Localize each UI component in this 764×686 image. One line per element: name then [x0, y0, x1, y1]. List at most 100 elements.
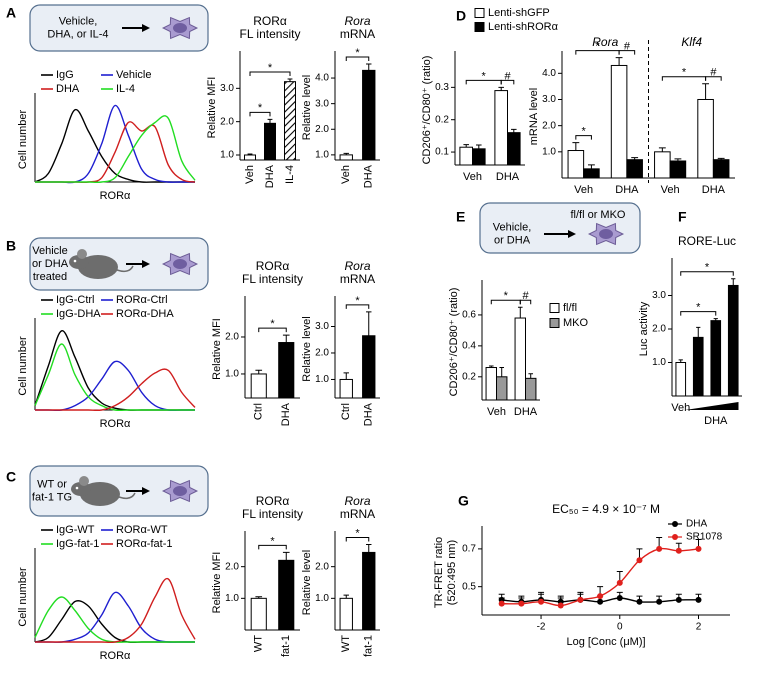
error-bar: [255, 369, 263, 374]
error-bar: [267, 118, 273, 124]
chart-title: FL intensity: [242, 272, 303, 286]
significance-label: *: [355, 527, 360, 539]
y-tick-label: 1.0: [220, 150, 234, 161]
error-bar: [476, 144, 482, 149]
bar: [496, 376, 508, 401]
bar: [712, 159, 730, 179]
x-tick-label: 0: [617, 622, 623, 633]
bar: [697, 98, 714, 179]
error-bar: [572, 142, 580, 151]
legend-label: Vehicle: [116, 69, 151, 81]
error-bar: [658, 147, 666, 152]
error-bar: [631, 157, 639, 160]
y-tick-label: 1.0: [315, 150, 329, 161]
cell-nucleus: [173, 259, 187, 269]
x-tick-label: DHA: [363, 164, 375, 188]
significance-bracket: [345, 304, 370, 309]
group-label: Klf4: [681, 35, 702, 49]
y-tick-label: 1.0: [652, 357, 666, 368]
y-axis-label: mRNA level: [528, 88, 540, 145]
bar: [567, 150, 585, 179]
x-tick-label: DHA: [264, 164, 276, 188]
bar: [610, 64, 628, 179]
schematic-text: WT or: [37, 478, 67, 490]
significance-label: *: [595, 41, 600, 53]
bar: [264, 122, 276, 161]
significance-bracket: [249, 111, 271, 117]
bar: [692, 336, 704, 397]
schematic-text: DHA, or IL-4: [47, 28, 108, 40]
y-tick-label: 2.0: [542, 120, 556, 131]
mouse-tail: [118, 492, 136, 500]
legend-label: Lenti-shRORα: [488, 21, 559, 33]
x-axis-label: RORα: [100, 650, 131, 662]
arrow-head: [568, 230, 576, 238]
significance-label: *: [696, 302, 701, 314]
x-tick-label: 2: [696, 622, 702, 633]
error-bar: [499, 367, 505, 377]
significance-label: *: [270, 318, 275, 330]
significance-label: #: [504, 70, 511, 82]
significance-bracket: [249, 71, 291, 76]
x-tick-label: DHA: [280, 402, 292, 426]
significance-bracket: [258, 327, 287, 333]
data-point: [518, 600, 525, 607]
data-point: [656, 545, 663, 552]
error-bar: [343, 372, 349, 380]
y-tick-label: 0.7: [462, 544, 476, 555]
y-tick-label: 0.4: [462, 341, 476, 352]
y-tick-label: 4.0: [542, 68, 556, 79]
cell-nucleus: [599, 229, 613, 239]
chart-title: Rora: [344, 259, 370, 273]
y-tick-label: 0.2: [462, 371, 476, 382]
series-line: [35, 104, 196, 184]
bar: [514, 317, 526, 401]
panel-label: G: [458, 493, 469, 509]
y-axis-label: CD206⁺/CD80⁺ (ratio): [421, 56, 433, 165]
y-tick-label: 2.0: [220, 116, 234, 127]
y-axis-label: (520:495 nm): [446, 540, 458, 605]
y-axis-label: Relative level: [301, 550, 313, 615]
x-tick-label: Veh: [671, 402, 690, 414]
schematic-box: [29, 4, 209, 52]
schematic-text: or DHA: [494, 234, 531, 246]
legend-swatch: [474, 8, 485, 18]
bar: [507, 132, 521, 166]
y-tick-label: 3.0: [315, 321, 329, 332]
chart-title: RORE-Luc: [678, 234, 736, 248]
error-bar: [366, 63, 372, 71]
error-bar: [511, 128, 517, 133]
y-axis-label: CD206⁺/CD80⁺ (ratio): [448, 288, 460, 397]
bar: [339, 378, 353, 399]
error-bar: [717, 157, 725, 160]
data-point: [577, 596, 584, 603]
significance-label: *: [355, 295, 360, 307]
legend-label: IL-4: [116, 83, 135, 95]
significance-label: *: [268, 62, 273, 74]
y-tick-label: 3.0: [220, 83, 234, 94]
chart-title: EC₅₀ = 4.9 × 10⁻⁷ M: [552, 502, 660, 516]
y-axis-label: Luc activity: [638, 301, 650, 356]
significance-label: #: [710, 67, 717, 79]
significance-label: *: [581, 126, 586, 138]
legend-label: RORα-fat-1: [116, 538, 172, 550]
chart-title: Rora: [344, 494, 370, 508]
bar: [250, 373, 267, 399]
y-tick-label: 1.0: [542, 146, 556, 157]
mouse-tail: [116, 265, 134, 273]
data-point: [616, 595, 623, 601]
x-axis-label: RORα: [100, 190, 131, 202]
data-point: [636, 598, 643, 605]
error-bar: [713, 318, 718, 321]
legend-label: RORα-Ctrl: [116, 294, 168, 306]
data-point: [675, 596, 682, 603]
mouse-eye: [73, 259, 77, 263]
significance-label: *: [482, 70, 487, 82]
y-tick-label: 0.1: [435, 147, 449, 158]
error-bar: [282, 334, 290, 343]
significance-bracket: [500, 79, 515, 85]
x-tick-label: fat-1: [363, 635, 375, 657]
significance-bracket: [680, 271, 734, 276]
legend-swatch: [549, 318, 560, 328]
dose-wedge: [685, 402, 739, 410]
